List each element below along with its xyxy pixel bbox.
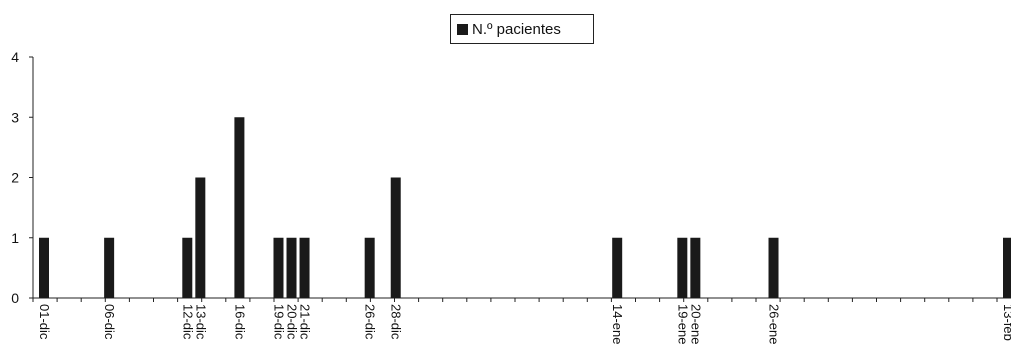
x-tick-label: 16-dic — [232, 304, 247, 340]
legend-swatch — [457, 23, 468, 35]
bar — [234, 117, 245, 298]
x-tick-label: 13-dic — [193, 304, 208, 340]
x-tick-label: 06-dic — [102, 304, 117, 340]
x-tick-label: 01-dic — [37, 304, 52, 340]
y-tick-label: 3 — [11, 109, 19, 125]
x-tick-label: 12-dic — [180, 304, 195, 340]
bar — [286, 237, 297, 298]
bar — [273, 237, 284, 298]
bar — [677, 237, 688, 298]
bar — [768, 237, 779, 298]
x-tick-label: 19-dic — [271, 304, 286, 340]
y-tick-label: 1 — [11, 230, 19, 246]
x-tick-label: 20-dic — [285, 304, 300, 340]
bar — [104, 237, 115, 298]
y-tick-label: 2 — [11, 170, 19, 186]
x-axis — [32, 297, 1011, 302]
x-tick-label: 20-ene — [688, 304, 703, 344]
legend: N.º pacientes — [450, 14, 594, 44]
bar — [364, 237, 375, 298]
legend-label: N.º pacientes — [472, 20, 561, 38]
x-tick-label: 19-ene — [675, 304, 690, 344]
y-tick-label: 4 — [11, 49, 19, 65]
x-tick-label: 28-dic — [389, 304, 404, 340]
bar — [182, 237, 193, 298]
x-tick-label: 26-dic — [363, 304, 378, 340]
y-tick-label: 0 — [11, 290, 19, 306]
x-tick-label: 26-ene — [767, 304, 782, 344]
bar — [299, 237, 310, 298]
y-axis: 0 1 2 3 4 — [11, 49, 34, 306]
bar — [195, 177, 206, 298]
bars — [39, 117, 1011, 298]
x-tick-label: 21-dic — [298, 304, 313, 340]
bar — [690, 237, 701, 298]
bar — [390, 177, 401, 298]
x-tick-label: 14-ene — [610, 304, 625, 344]
bar — [39, 237, 49, 298]
bar — [1003, 237, 1011, 298]
x-tick-label: 13-feb — [1001, 304, 1011, 341]
bar — [612, 237, 623, 298]
